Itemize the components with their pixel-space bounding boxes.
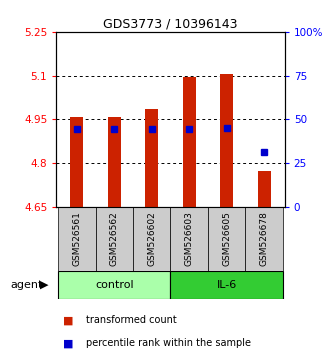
Text: control: control: [95, 280, 134, 290]
Text: ■: ■: [63, 315, 73, 325]
Bar: [245, 207, 283, 271]
Bar: [96, 207, 133, 271]
Bar: [170, 207, 208, 271]
Text: GSM526602: GSM526602: [147, 212, 156, 266]
Bar: [133, 207, 170, 271]
Text: GSM526562: GSM526562: [110, 212, 119, 266]
Text: percentile rank within the sample: percentile rank within the sample: [86, 338, 251, 348]
Text: GSM526603: GSM526603: [185, 212, 194, 267]
Text: GSM526561: GSM526561: [72, 212, 81, 267]
Bar: [208, 207, 245, 271]
Bar: [145, 109, 158, 207]
Text: ■: ■: [63, 338, 73, 348]
Text: IL-6: IL-6: [216, 280, 237, 290]
Text: GSM526678: GSM526678: [260, 212, 268, 267]
Bar: [70, 118, 83, 207]
Text: GSM526605: GSM526605: [222, 212, 231, 267]
Bar: [58, 271, 170, 299]
Title: GDS3773 / 10396143: GDS3773 / 10396143: [103, 18, 238, 31]
Bar: [58, 207, 96, 271]
Bar: [258, 171, 271, 207]
Bar: [220, 74, 233, 207]
Bar: [183, 77, 196, 207]
Text: agent: agent: [10, 280, 42, 290]
Text: ▶: ▶: [40, 280, 48, 290]
Text: transformed count: transformed count: [86, 315, 177, 325]
Bar: [108, 118, 121, 207]
Bar: [170, 271, 283, 299]
